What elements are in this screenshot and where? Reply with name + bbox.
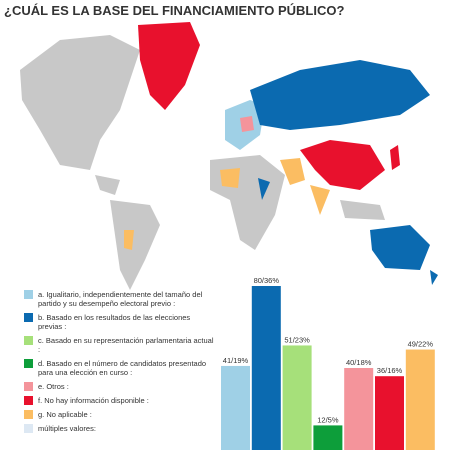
- legend-label: d. Basado en el número de candidatos pre…: [38, 359, 207, 377]
- legend: a. Igualitario, independientemente del t…: [24, 290, 214, 438]
- legend-item: d. Basado en el número de candidatos pre…: [24, 359, 214, 377]
- legend-label: f. No hay información disponible :: [38, 396, 149, 405]
- legend-item: a. Igualitario, independientemente del t…: [24, 290, 214, 308]
- legend-swatch: [24, 382, 33, 391]
- legend-swatch: [24, 424, 33, 433]
- legend-label: g. No aplicable :: [38, 410, 92, 419]
- value-label: 12/5%: [317, 415, 339, 424]
- value-label: 41/19%: [223, 356, 249, 365]
- legend-label: múltiples valores:: [38, 424, 96, 433]
- legend-label: b. Basado en los resultados de las elecc…: [38, 313, 191, 331]
- legend-label: e. Otros :: [38, 382, 69, 391]
- bar: [221, 365, 250, 450]
- legend-swatch: [24, 396, 33, 405]
- legend-swatch: [24, 290, 33, 299]
- value-label: 51/23%: [284, 335, 310, 344]
- bar: [282, 345, 312, 450]
- legend-label: a. Igualitario, independientemente del t…: [38, 290, 203, 308]
- bar: [405, 349, 435, 450]
- legend-item: g. No aplicable :: [24, 410, 214, 419]
- legend-swatch: [24, 410, 33, 419]
- legend-swatch: [24, 313, 33, 322]
- legend-swatch: [24, 359, 33, 368]
- legend-item: f. No hay información disponible :: [24, 396, 214, 405]
- legend-item: e. Otros :: [24, 382, 214, 391]
- legend-swatch: [24, 336, 33, 345]
- legend-label: c. Basado en su representación parlament…: [38, 336, 214, 354]
- bar: [313, 425, 343, 450]
- legend-item: c. Basado en su representación parlament…: [24, 336, 214, 354]
- bar: [251, 286, 281, 450]
- bar: [375, 376, 404, 450]
- value-label: 49/22%: [408, 340, 434, 349]
- value-label: 36/16%: [377, 366, 403, 375]
- legend-item: b. Basado en los resultados de las elecc…: [24, 313, 214, 331]
- bar: [344, 368, 374, 450]
- legend-item: múltiples valores:: [24, 424, 214, 433]
- chart-title: ¿CUÁL ES LA BASE DEL FINANCIAMIENTO PÚBL…: [4, 3, 345, 18]
- world-map: [20, 22, 438, 290]
- value-label: 40/18%: [346, 358, 372, 367]
- value-label: 80/36%: [254, 276, 280, 285]
